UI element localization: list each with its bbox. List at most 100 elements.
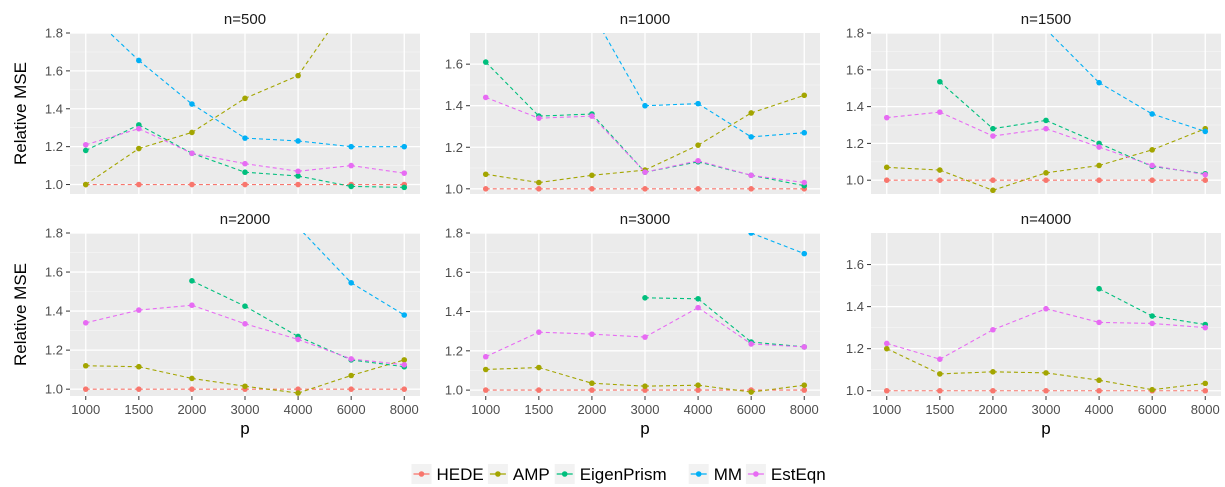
series-esteqn: [482, 94, 808, 186]
y-tick-label: 1.8: [445, 226, 463, 241]
series-line-segment: [751, 384, 805, 393]
data-point: [801, 387, 808, 393]
x-tick-label: 4000: [684, 402, 713, 417]
series-line-segment: [85, 124, 140, 151]
data-point: [642, 169, 648, 175]
legend-item-eigenprism: EigenPrism: [554, 464, 667, 484]
y-tick-label: 1.0: [846, 383, 864, 398]
legend-item-amp: AMP: [487, 464, 550, 484]
data-point: [937, 371, 943, 377]
series-line-segment: [244, 171, 299, 177]
series-line-segment: [138, 124, 193, 154]
series-line-segment: [1045, 128, 1100, 148]
series-line-segment: [539, 0, 592, 12]
series-amp: [482, 92, 808, 186]
x-tick-label: 2000: [577, 402, 606, 417]
series-line-segment: [886, 348, 941, 375]
series-mm: [302, 233, 408, 318]
data-point: [990, 387, 996, 394]
y-tick-label: 1.2: [846, 136, 864, 151]
data-point: [1149, 320, 1155, 327]
panel-title: n=500: [224, 11, 266, 28]
x-tick-label: 1000: [471, 402, 500, 417]
legend: HEDE AMP EigenPrism MM EstEqn: [411, 464, 826, 484]
data-point: [748, 233, 754, 236]
data-point: [1096, 79, 1102, 86]
series-line-segment: [538, 113, 592, 117]
series-line-segment: [697, 112, 752, 146]
data-point: [883, 114, 890, 121]
y-tick-label: 1.4: [45, 101, 63, 116]
y-tick-label: 1.2: [45, 343, 63, 358]
series-line-segment: [886, 342, 940, 360]
data-point: [83, 7, 89, 13]
legend-key-point: [695, 471, 702, 477]
series-line-segment: [191, 280, 246, 307]
data-point: [695, 157, 701, 164]
series-line-segment: [1098, 288, 1153, 317]
legend-label: HEDE: [437, 465, 484, 484]
series-line-segment: [1045, 308, 1100, 323]
series-line-segment: [939, 81, 994, 130]
series-hede: [82, 386, 408, 392]
data-point: [536, 329, 542, 335]
data-point: [189, 129, 195, 136]
series-line-segment: [191, 152, 246, 165]
panel-data: [82, 7, 408, 191]
series-line-segment: [191, 97, 246, 133]
data-point: [189, 181, 195, 188]
series-line-segment: [750, 233, 805, 255]
x-tick-label: 1000: [71, 402, 100, 417]
x-tick-label: 3000: [1032, 402, 1061, 417]
y-tick-label: 1.2: [445, 343, 463, 358]
series-line-segment: [191, 304, 246, 325]
data-point: [1043, 370, 1049, 376]
series-line-segment: [1152, 315, 1206, 326]
data-point: [883, 340, 890, 347]
legend-item-hede: HEDE: [411, 464, 484, 484]
data-point: [482, 59, 489, 65]
y-tick-label: 1.0: [45, 382, 63, 397]
panel-n-1000: n=1000 1.0 1.2 1.4 1.6: [445, 0, 820, 196]
x-tick-label: 3000: [231, 402, 260, 417]
data-point: [295, 173, 301, 179]
x-tick-label: 6000: [737, 402, 766, 417]
y-tick-label: 1.0: [445, 181, 463, 196]
data-point: [1202, 387, 1209, 394]
legend-label: AMP: [513, 465, 550, 484]
series-line-segment: [591, 115, 646, 173]
data-point: [990, 133, 996, 139]
data-point: [695, 100, 701, 107]
data-point: [82, 386, 89, 392]
data-point: [1096, 377, 1102, 384]
series-line-segment: [939, 111, 994, 137]
series-line-segment: [350, 282, 405, 316]
series-line-segment: [697, 307, 752, 345]
series-line-segment: [244, 137, 299, 142]
panel-title: n=4000: [1021, 211, 1071, 228]
data-point: [1202, 171, 1209, 178]
y-axis-title: Relative MSE: [11, 62, 30, 165]
data-point: [189, 101, 195, 107]
data-point: [937, 167, 943, 173]
data-point: [801, 179, 808, 186]
data-point: [136, 363, 142, 370]
x-tick-label: 8000: [790, 402, 819, 417]
series-hede: [883, 177, 1209, 183]
series-line-segment: [591, 169, 646, 176]
series-line-segment: [297, 175, 352, 187]
series-line-segment: [244, 323, 299, 340]
data-point: [937, 109, 943, 115]
x-tick-label: 4000: [1085, 402, 1114, 417]
series-line-segment: [351, 358, 405, 366]
data-point: [695, 387, 701, 393]
x-tick-label: 1500: [925, 402, 954, 417]
series-line-segment: [644, 307, 699, 338]
series-line-segment: [939, 169, 994, 191]
data-point: [348, 183, 354, 190]
data-point: [482, 171, 489, 178]
series-line-segment: [297, 335, 352, 361]
series-line-segment: [992, 172, 1047, 191]
x-tick-label: 1500: [524, 402, 553, 417]
series-line-segment: [298, 140, 352, 148]
